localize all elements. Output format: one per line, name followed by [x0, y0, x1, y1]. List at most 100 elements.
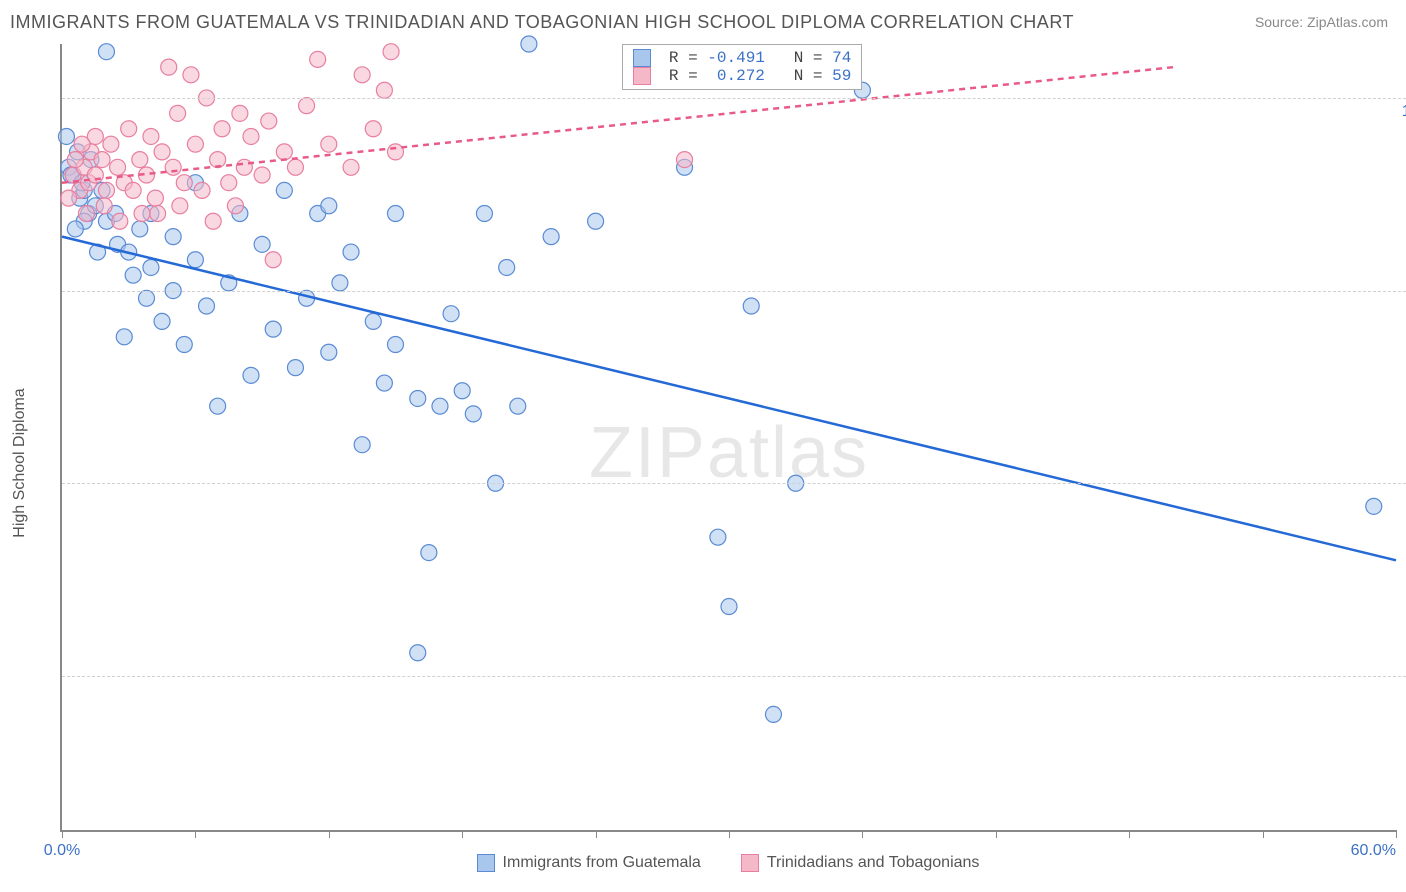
data-point [205, 213, 221, 229]
data-point [588, 213, 604, 229]
data-point [476, 206, 492, 222]
stats-row: R = -0.491 N = 74 [633, 49, 851, 67]
legend-label: Trinidadians and Tobagonians [767, 854, 980, 872]
data-point [58, 128, 74, 144]
data-point [410, 645, 426, 661]
data-point [254, 236, 270, 252]
x-tick [462, 830, 463, 838]
data-point [543, 229, 559, 245]
data-point [116, 329, 132, 345]
data-point [210, 398, 226, 414]
data-point [187, 252, 203, 268]
trend-line [62, 237, 1396, 561]
data-point [261, 113, 277, 129]
legend-swatch-icon [633, 49, 651, 67]
data-point [67, 221, 83, 237]
data-point [170, 105, 186, 121]
legend-bottom: Immigrants from GuatemalaTrinidadians an… [60, 854, 1396, 872]
data-point [187, 136, 203, 152]
data-point [383, 44, 399, 60]
legend-swatch-icon [633, 67, 651, 85]
data-point [138, 290, 154, 306]
data-point [254, 167, 270, 183]
data-point [321, 344, 337, 360]
data-point [121, 121, 137, 137]
data-point [176, 175, 192, 191]
stats-row: R = 0.272 N = 59 [633, 67, 851, 85]
data-point [521, 36, 537, 52]
y-tick-label: 75.0% [1401, 296, 1406, 314]
x-tick [596, 830, 597, 838]
chart-container: High School Diploma ZIPatlas R = -0.491 … [10, 44, 1396, 882]
gridline [62, 98, 1406, 99]
data-point [287, 159, 303, 175]
gridline [62, 676, 1406, 677]
x-tick [1396, 830, 1397, 838]
data-point [710, 529, 726, 545]
y-tick-label: 25.0% [1401, 681, 1406, 699]
data-point [74, 136, 90, 152]
data-point [161, 59, 177, 75]
data-point [98, 182, 114, 198]
data-point [332, 275, 348, 291]
data-point [132, 221, 148, 237]
data-point [421, 545, 437, 561]
data-point [310, 51, 326, 67]
chart-title: IMMIGRANTS FROM GUATEMALA VS TRINIDADIAN… [10, 12, 1074, 33]
data-point [410, 390, 426, 406]
x-tick [996, 830, 997, 838]
data-point [125, 267, 141, 283]
data-point [98, 44, 114, 60]
data-point [176, 337, 192, 353]
data-point [183, 67, 199, 83]
data-point [243, 367, 259, 383]
data-point [443, 306, 459, 322]
gridline [62, 291, 1406, 292]
data-point [94, 152, 110, 168]
y-tick-label: 50.0% [1401, 488, 1406, 506]
data-point [365, 313, 381, 329]
x-tick [729, 830, 730, 838]
legend-item: Trinidadians and Tobagonians [741, 854, 980, 872]
data-point [465, 406, 481, 422]
data-point [376, 375, 392, 391]
data-point [110, 159, 126, 175]
data-point [265, 321, 281, 337]
x-tick [195, 830, 196, 838]
data-point [165, 159, 181, 175]
data-point [321, 198, 337, 214]
y-tick-label: 100.0% [1401, 103, 1406, 121]
data-point [78, 206, 94, 222]
data-point [103, 136, 119, 152]
data-point [677, 152, 693, 168]
data-point [388, 337, 404, 353]
data-point [199, 298, 215, 314]
data-point [132, 152, 148, 168]
data-point [96, 198, 112, 214]
data-point [321, 136, 337, 152]
gridline [62, 483, 1406, 484]
data-point [134, 206, 150, 222]
data-point [125, 182, 141, 198]
data-point [112, 213, 128, 229]
data-point [343, 159, 359, 175]
data-point [1366, 498, 1382, 514]
data-point [299, 98, 315, 114]
data-point [454, 383, 470, 399]
y-axis-label: High School Diploma [11, 388, 29, 537]
data-point [376, 82, 392, 98]
scatter-svg [62, 44, 1396, 830]
data-point [354, 67, 370, 83]
data-point [236, 159, 252, 175]
data-point [343, 244, 359, 260]
plot-area: ZIPatlas R = -0.491 N = 74 R = 0.272 N =… [60, 44, 1396, 832]
chart-source: Source: ZipAtlas.com [1255, 14, 1388, 30]
data-point [67, 152, 83, 168]
stats-text: R = 0.272 N = 59 [659, 67, 851, 85]
data-point [432, 398, 448, 414]
data-point [354, 437, 370, 453]
x-tick [1263, 830, 1264, 838]
data-point [265, 252, 281, 268]
data-point [143, 259, 159, 275]
data-point [499, 259, 515, 275]
